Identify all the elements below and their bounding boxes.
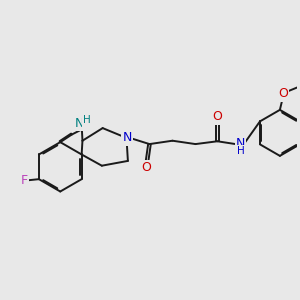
Text: N: N [122,131,132,144]
Text: O: O [142,161,152,174]
Text: F: F [21,174,28,187]
Text: N: N [236,137,245,150]
Text: N: N [75,117,84,130]
Text: H: H [237,146,244,156]
Text: O: O [212,110,222,123]
Text: H: H [83,116,91,125]
Text: O: O [278,87,288,101]
